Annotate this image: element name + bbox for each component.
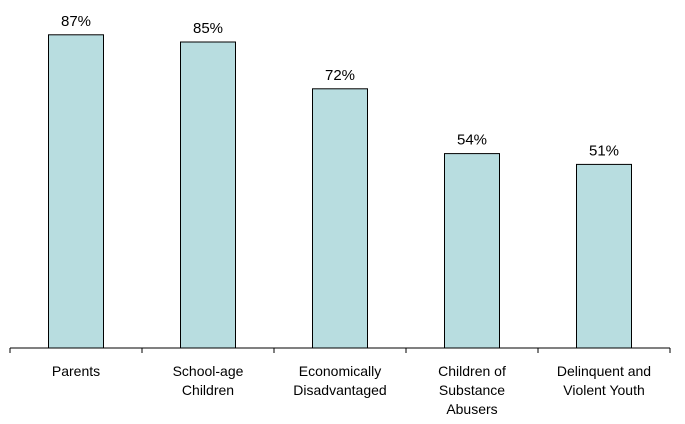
data-label-economically-disadvantaged: 72% (325, 67, 355, 84)
x-axis (9, 347, 671, 353)
data-label-school-age-children: 85% (193, 20, 223, 37)
category-label-parents: Parents (52, 363, 100, 379)
category-label-economically-disadvantaged: Economically Disadvantaged (293, 363, 386, 398)
bar-parents (48, 34, 104, 349)
bar-children-of-substance-abusers (444, 153, 500, 349)
data-labels-group: 87% 85% 72% 54% 51% (61, 13, 619, 160)
category-label-school-age-children: School-age Children (173, 363, 244, 398)
bar-economically-disadvantaged (312, 88, 368, 349)
bars-group (48, 34, 632, 349)
category-labels-group: Parents School-age Children Economically Dis… (52, 363, 651, 417)
category-label-children-of-substance-abusers: Children of Substance Abusers (438, 363, 506, 417)
category-label-line: Abusers (446, 401, 497, 417)
category-label-line: Children (182, 382, 234, 398)
category-label-line: Parents (52, 363, 100, 379)
bar-school-age-children (180, 41, 236, 349)
category-label-line: Violent Youth (563, 382, 645, 398)
data-label-parents: 87% (61, 13, 91, 30)
category-label-delinquent-and-violent-youth: Delinquent and Violent Youth (557, 363, 651, 398)
bar-delinquent-and-violent-youth (576, 163, 632, 349)
category-label-line: Delinquent and (557, 363, 651, 379)
category-label-line: School-age (173, 363, 244, 379)
category-label-line: Children of (438, 363, 506, 379)
data-label-delinquent-and-violent-youth: 51% (589, 142, 619, 159)
category-label-line: Economically (299, 363, 381, 379)
category-label-line: Substance (439, 382, 505, 398)
data-label-children-of-substance-abusers: 54% (457, 132, 487, 149)
category-label-line: Disadvantaged (293, 382, 386, 398)
